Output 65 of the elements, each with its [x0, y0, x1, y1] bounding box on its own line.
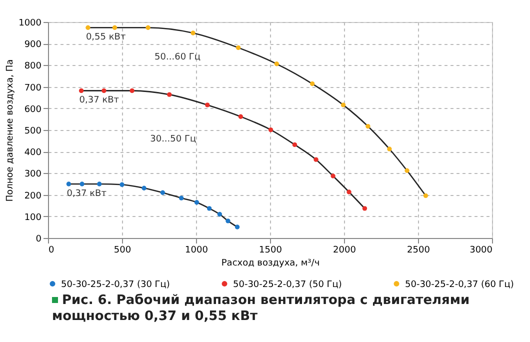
point: [366, 124, 370, 129]
point: [80, 182, 84, 186]
x-tick-label: 0: [48, 246, 54, 256]
y-tick-label: 500: [24, 126, 42, 136]
point: [340, 102, 346, 108]
x-tick-label: 2000: [333, 246, 356, 256]
y-tick-label: 0: [36, 234, 42, 244]
point: [160, 190, 166, 195]
point: [97, 182, 102, 186]
point: [217, 212, 222, 217]
point: [179, 196, 184, 200]
point: [404, 168, 410, 173]
annotation: 0,37 кВт: [66, 189, 106, 199]
annotation: 0,37 кВт: [79, 96, 120, 106]
point: [78, 88, 84, 94]
y-axis-title: Полное давление воздуха, Па: [6, 59, 16, 202]
point: [292, 142, 298, 148]
y-tick-label: 600: [24, 104, 42, 115]
point: [274, 62, 280, 66]
point: [238, 114, 244, 119]
y-tick-label: 900: [24, 40, 42, 50]
x-tick-label: 3000: [470, 246, 493, 256]
point: [387, 146, 392, 152]
point: [206, 206, 212, 211]
y-tick-label: 200: [24, 191, 42, 202]
y-tick-label: 800: [24, 62, 42, 72]
y-tick-label: 100: [24, 212, 42, 223]
point: [226, 218, 230, 224]
x-tick-label: 2500: [407, 246, 430, 256]
point: [66, 182, 72, 186]
x-tick-label: 500: [114, 246, 132, 256]
legend-label: 50-30-25-2-0,37 (30 Гц): [61, 280, 170, 290]
point: [112, 25, 118, 30]
legend-label: 50-30-25-2-0,37 (50 Гц): [233, 280, 342, 290]
point: [146, 25, 150, 30]
point: [423, 193, 428, 198]
point: [346, 190, 352, 194]
point: [236, 45, 241, 50]
annotation: 0,55 кВт: [86, 32, 126, 43]
text: Рис. 6. Рабочий диапазон вентилятора с двигателями мощностью 0,37 и 0,55 кВт: [52, 293, 471, 325]
point: [205, 102, 210, 108]
x-tick-label: 1000: [185, 246, 208, 256]
legend-label: 50-30-25-2-0,37 (60 Гц): [405, 280, 514, 290]
annotation: 30...50 Гц: [150, 134, 196, 145]
point: [130, 88, 134, 94]
point: [314, 157, 318, 162]
point: [102, 88, 106, 94]
point: [142, 186, 146, 190]
point: [330, 174, 336, 178]
point: [120, 182, 124, 187]
point: [268, 127, 274, 132]
x-axis-title: Расход воздуха, м³/ч: [221, 258, 320, 268]
point: [167, 92, 172, 97]
y-tick-label: 700: [24, 83, 42, 94]
point: [190, 30, 196, 36]
point: [310, 81, 315, 86]
point: [234, 224, 240, 230]
point: [362, 206, 368, 211]
y-tick-label: 300: [24, 170, 42, 180]
point: [194, 200, 200, 205]
y-tick-label: 400: [24, 148, 42, 158]
y-tick-label: 1000: [18, 18, 42, 28]
annotation: 50...60 Гц: [154, 52, 201, 63]
x-tick-label: 1500: [259, 246, 282, 256]
point: [86, 25, 90, 30]
